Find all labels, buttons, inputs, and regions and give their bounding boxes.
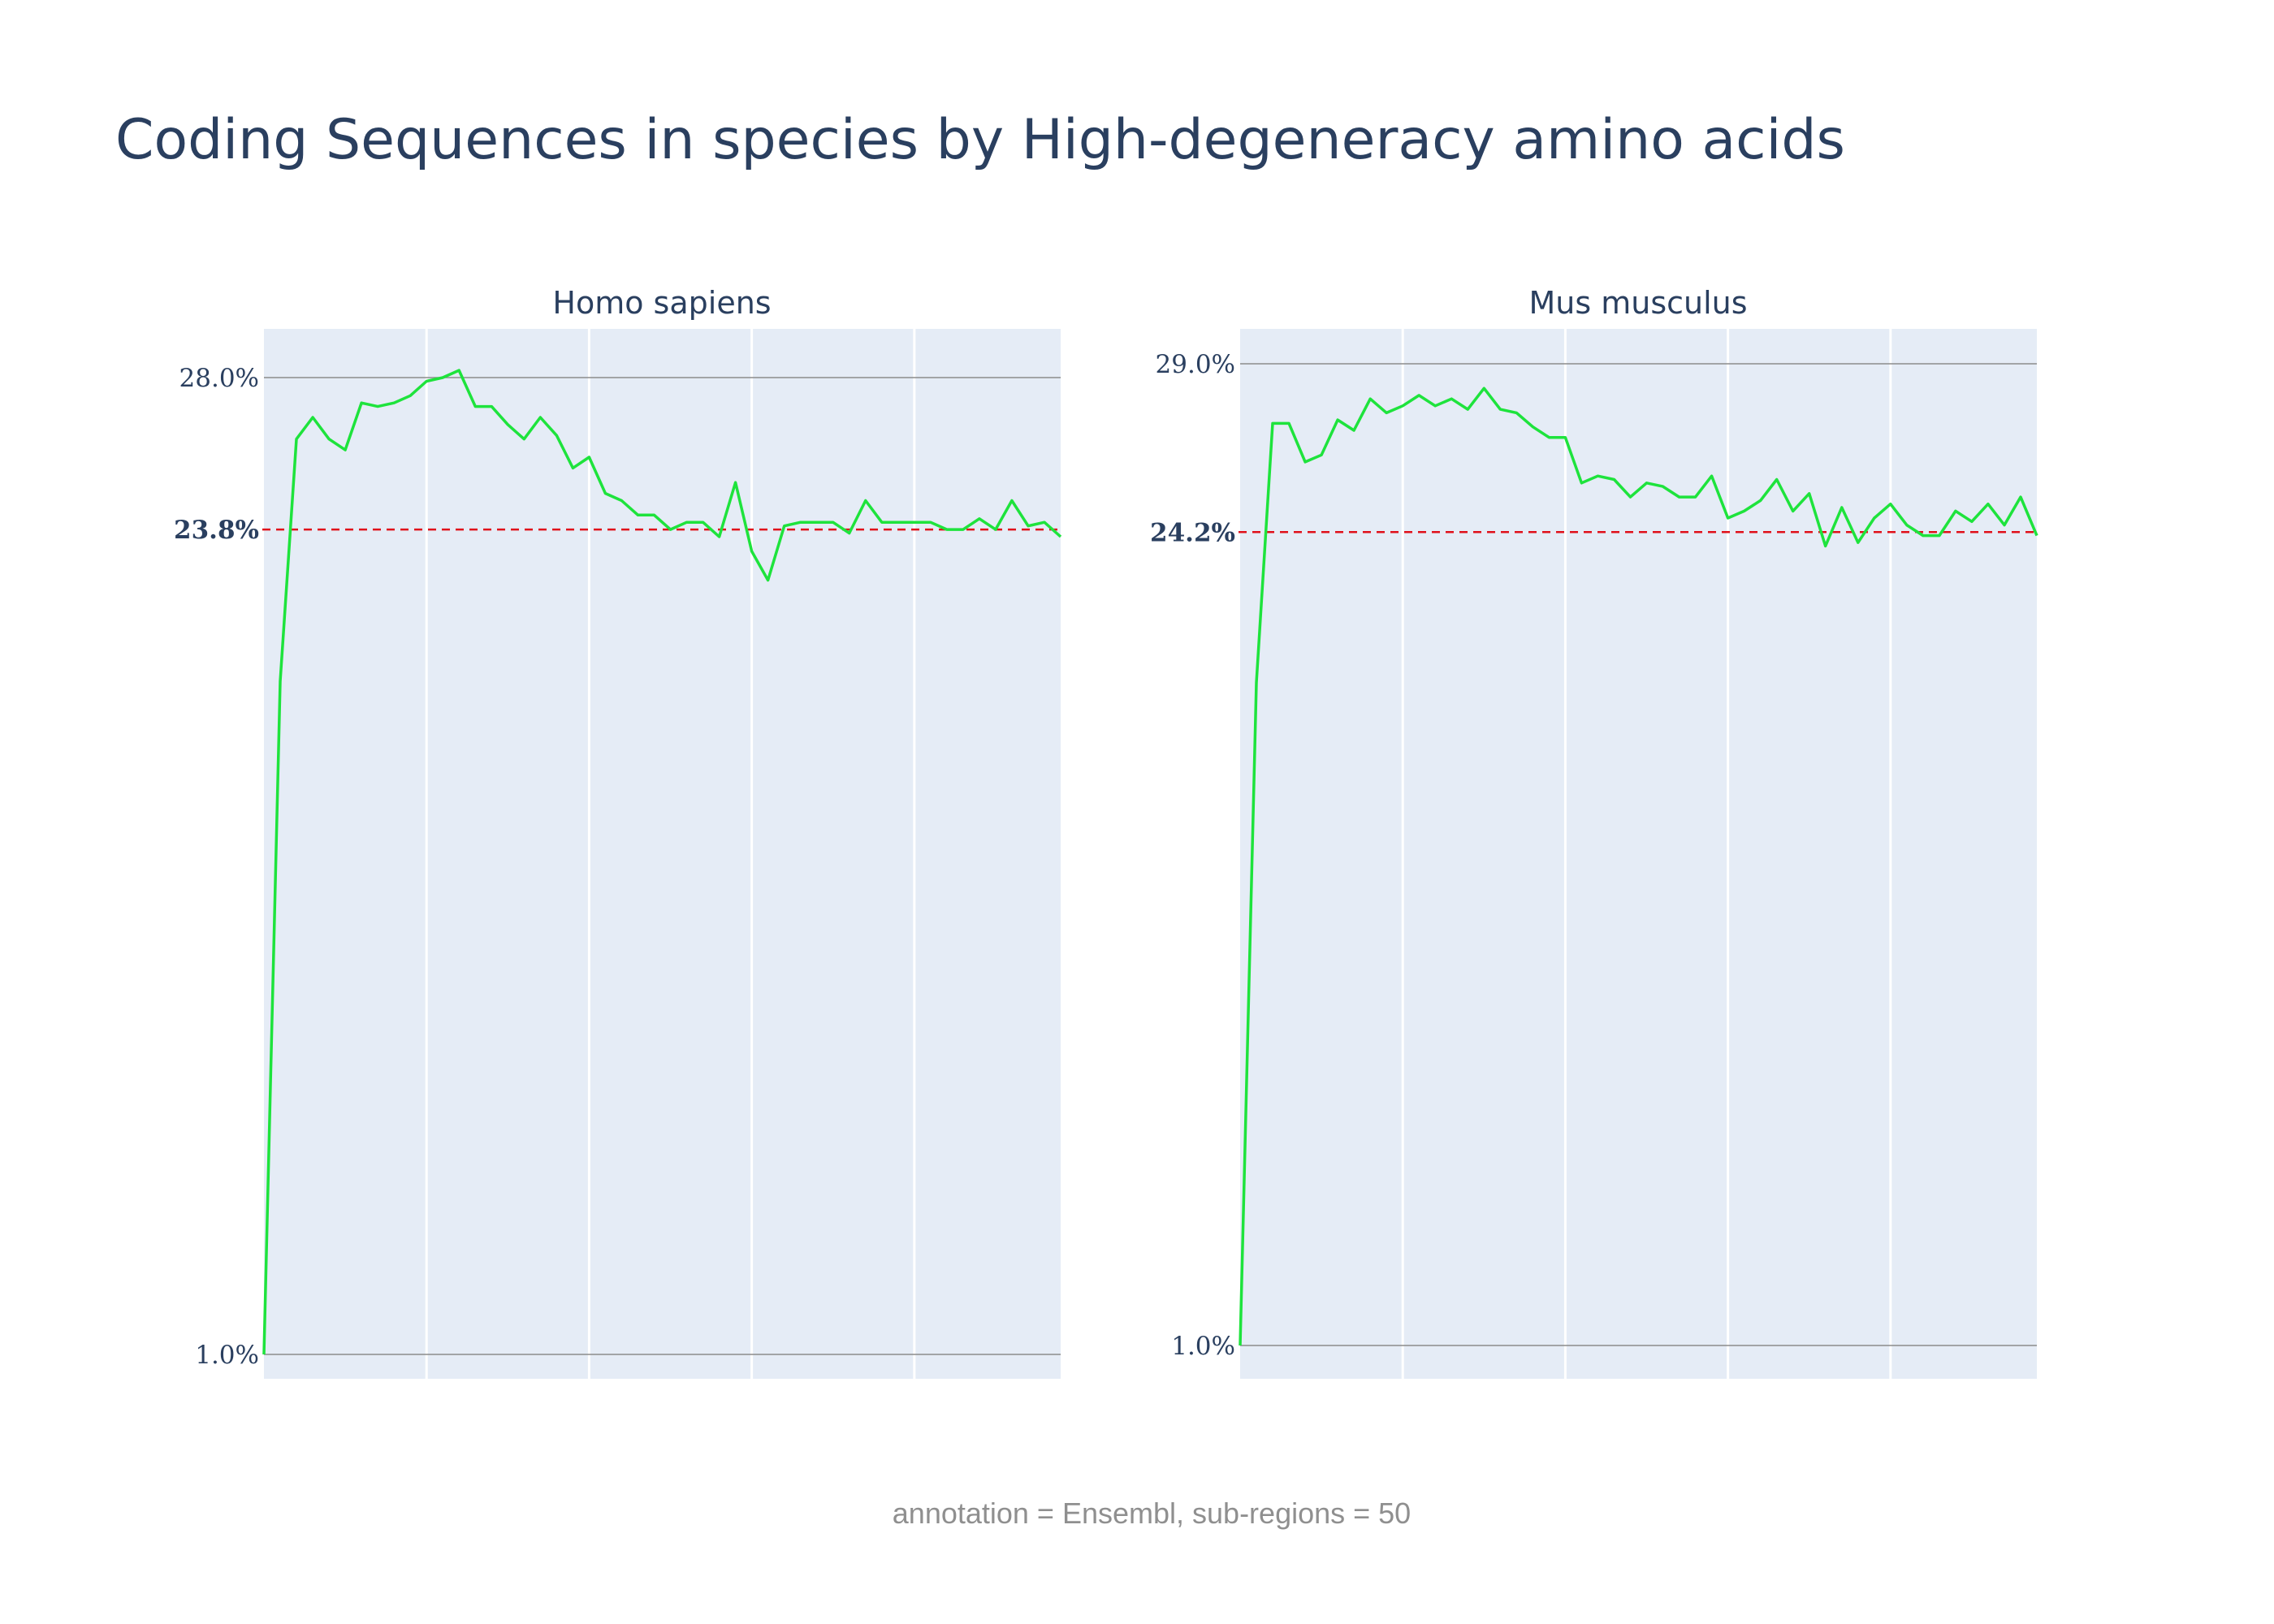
series-line bbox=[1239, 387, 2038, 1346]
y-tick-label: 29.0% bbox=[1156, 350, 1235, 379]
subplot-title: Homo sapiens bbox=[552, 285, 771, 321]
plot-area bbox=[264, 329, 1061, 1379]
plot-area bbox=[1240, 329, 2037, 1379]
y-tick-label: 1.0% bbox=[195, 1341, 259, 1370]
chart-title: Coding Sequences in species by High-dege… bbox=[115, 108, 1845, 172]
subplot-1: 28.0% 23.8% 1.0% Homo sapiens bbox=[174, 285, 1062, 1379]
subplot-2: 29.0% 24.2% 1.0% Mus musculus bbox=[1150, 285, 2038, 1379]
series-line bbox=[262, 369, 1062, 1355]
y-tick-label: 23.8% bbox=[174, 516, 259, 545]
y-tick-label: 24.2% bbox=[1150, 518, 1235, 547]
y-tick-label: 28.0% bbox=[179, 364, 259, 393]
subplot-title: Mus musculus bbox=[1528, 285, 1747, 321]
subplots: 28.0% 23.8% 1.0% Homo sapiens 29.0% 24.2% 1.0%… bbox=[174, 285, 2038, 1379]
chart-annotation-note: annotation = Ensembl, sub-regions = 50 bbox=[893, 1497, 1411, 1530]
y-tick-label: 1.0% bbox=[1171, 1332, 1235, 1361]
